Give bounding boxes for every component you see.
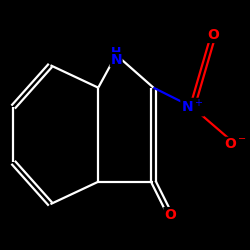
Text: O$^-$: O$^-$ [224,138,247,151]
Text: O: O [164,208,176,222]
Text: H: H [111,46,121,59]
Text: N$^+$: N$^+$ [181,98,204,116]
Text: N: N [110,53,122,67]
Text: O: O [207,28,219,42]
